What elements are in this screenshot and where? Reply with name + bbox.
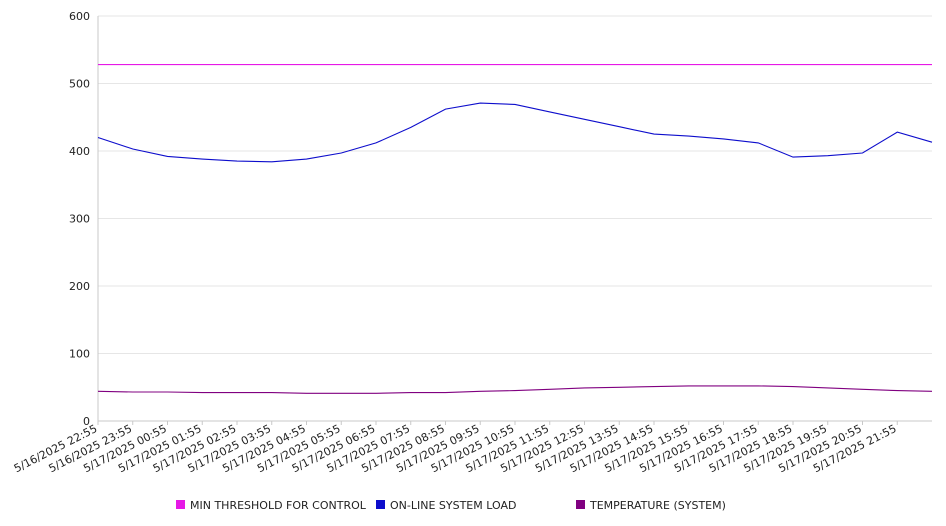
- y-tick-label: 300: [69, 213, 90, 226]
- series-line-2: [97, 385, 933, 394]
- series-line-1: [97, 102, 933, 163]
- y-tick-label: 400: [69, 145, 90, 158]
- y-tick-label: 0: [83, 415, 90, 428]
- series-lines: [97, 64, 933, 394]
- legend-swatch: [176, 500, 185, 509]
- y-tick-label: 600: [69, 10, 90, 23]
- y-tick-label: 200: [69, 280, 90, 293]
- legend-label: TEMPERATURE (SYSTEM): [589, 499, 726, 512]
- legend-swatch: [376, 500, 385, 509]
- y-tick-labels: 0 100 200 300 400 500 600: [69, 10, 90, 428]
- legend: MIN THRESHOLD FOR CONTROL ON-LINE SYSTEM …: [176, 499, 726, 512]
- gridlines: [98, 15, 932, 354]
- x-tick-labels: 5/16/2025 22:555/16/2025 23:555/17/2025 …: [12, 421, 899, 475]
- y-tick-label: 100: [69, 348, 90, 361]
- legend-label: MIN THRESHOLD FOR CONTROL: [190, 499, 367, 512]
- legend-swatch: [576, 500, 585, 509]
- y-tick-label: 500: [69, 78, 90, 91]
- legend-label: ON-LINE SYSTEM LOAD: [390, 499, 516, 512]
